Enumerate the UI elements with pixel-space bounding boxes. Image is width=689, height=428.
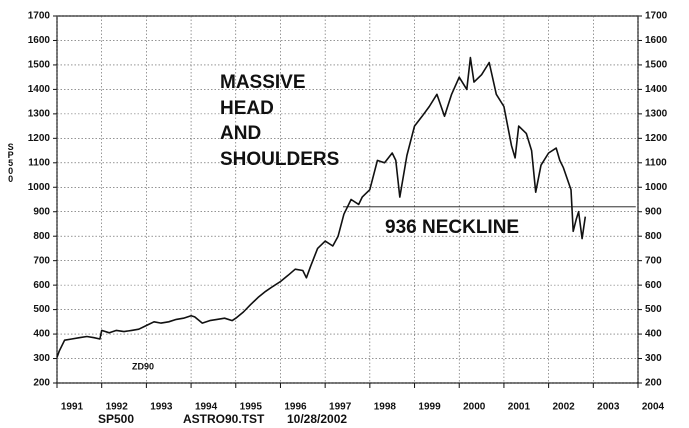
x-tick-label: 2002 [552, 402, 575, 413]
y2-tick-label: 500 [645, 304, 662, 315]
x-tick-label: 1997 [329, 402, 352, 413]
x-tick-label: 1993 [150, 402, 173, 413]
y2-tick-label: 1300 [645, 109, 668, 120]
y-tick-label: 300 [33, 353, 50, 364]
y-tick-label: 800 [33, 231, 50, 242]
y-tick-label: 200 [33, 378, 50, 389]
marker-label: ZD90 [132, 361, 154, 371]
y-tick-label: 1700 [28, 11, 51, 22]
y2-tick-label: 600 [645, 280, 662, 291]
neckline-label: 936 NECKLINE [385, 217, 519, 238]
price-line [56, 56, 587, 358]
x-tick-label: 2000 [463, 402, 486, 413]
y-tick-label: 1100 [28, 157, 50, 168]
x-tick-label: 1999 [418, 402, 441, 413]
y-tick-label: 1400 [28, 84, 51, 95]
y-tick-label: 700 [33, 255, 50, 266]
y-tick-label: 1500 [28, 60, 51, 71]
x-tick-label: 1995 [240, 402, 263, 413]
annotation: SHOULDERS [220, 149, 339, 170]
y2-tick-label: 1100 [645, 157, 667, 168]
y2-tick-label: 1200 [645, 133, 668, 144]
y2-tick-label: 300 [645, 353, 662, 364]
y-axis-label: SP500 [6, 142, 16, 182]
x-tick-label: 1998 [374, 402, 397, 413]
footer-text: 10/28/2002 [287, 412, 347, 426]
y-tick-label: 500 [33, 304, 50, 315]
plot-frame [56, 15, 639, 384]
annotation: AND [220, 123, 261, 144]
annotation: HEAD [220, 98, 274, 119]
y2-tick-label: 700 [645, 255, 662, 266]
x-tick-label: 2001 [508, 402, 531, 413]
y-tick-label: 900 [33, 206, 50, 217]
y-tick-label: 600 [33, 280, 50, 291]
x-tick-label: 1992 [106, 402, 129, 413]
footer-text: SP500 [98, 412, 134, 426]
y2-tick-label: 1700 [645, 11, 668, 22]
y2-tick-label: 1500 [645, 60, 668, 71]
y2-tick-label: 800 [645, 231, 662, 242]
x-tick-label: 1994 [195, 402, 218, 413]
y-tick-label: 1300 [28, 109, 51, 120]
y2-tick-label: 1400 [645, 84, 668, 95]
y-tick-label: 1200 [28, 133, 51, 144]
x-tick-label: 2004 [642, 402, 665, 413]
x-tick-label: 1991 [61, 402, 84, 413]
y-tick-label: 1000 [28, 182, 51, 193]
x-tick-label: 1996 [284, 402, 307, 413]
y2-tick-label: 1600 [645, 35, 668, 46]
x-tick-label: 2003 [597, 402, 620, 413]
y2-tick-label: 900 [645, 206, 662, 217]
y-tick-label: 1600 [28, 35, 51, 46]
y2-tick-label: 200 [645, 378, 662, 389]
y2-tick-label: 1000 [645, 182, 668, 193]
footer-text: ASTRO90.TST [183, 412, 265, 426]
y-tick-label: 400 [33, 329, 50, 340]
annotation: MASSIVE [220, 72, 306, 93]
y2-tick-label: 400 [645, 329, 662, 340]
